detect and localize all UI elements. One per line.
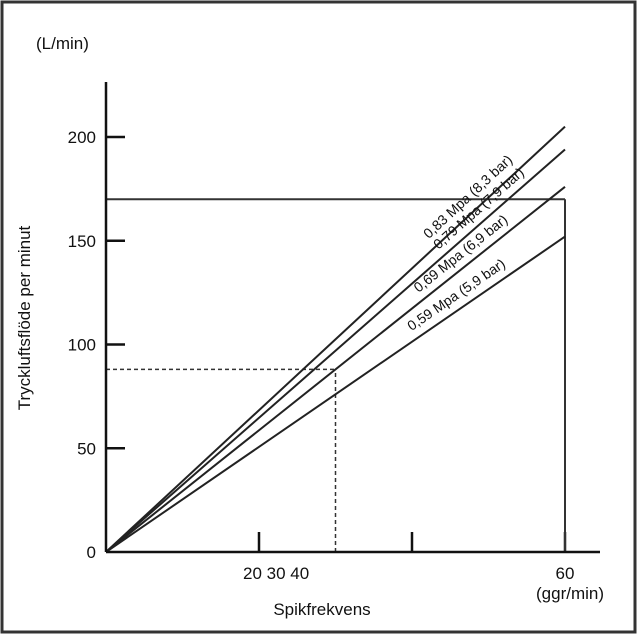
y-ticks: 0 50 100 150 200 [68, 128, 125, 562]
y-tick-label: 0 [87, 543, 96, 562]
y-tick-label: 150 [68, 232, 96, 251]
series-line [105, 148, 566, 553]
y-axis-title: Tryckluftsflöde per minut [15, 225, 34, 410]
series-line [105, 235, 566, 553]
y-unit-label: (L/min) [36, 34, 89, 53]
y-tick-label: 200 [68, 128, 96, 147]
x-tick-annotation: 20 30 40 [243, 564, 309, 583]
reference-lines [106, 198, 566, 552]
series-line [105, 125, 566, 553]
series-line [105, 186, 566, 553]
y-tick-label: 100 [68, 336, 96, 355]
x-axis-title: Spikfrekvens [273, 600, 370, 619]
series-labels: 0,83 Mpa (8,3 bar)0,79 Mpa (7,9 bar)0,69… [404, 151, 527, 333]
series-lines [105, 125, 566, 553]
y-tick-label: 50 [77, 439, 96, 458]
x-tick-label: 60 [556, 564, 575, 583]
x-unit-label: (ggr/min) [536, 584, 604, 603]
